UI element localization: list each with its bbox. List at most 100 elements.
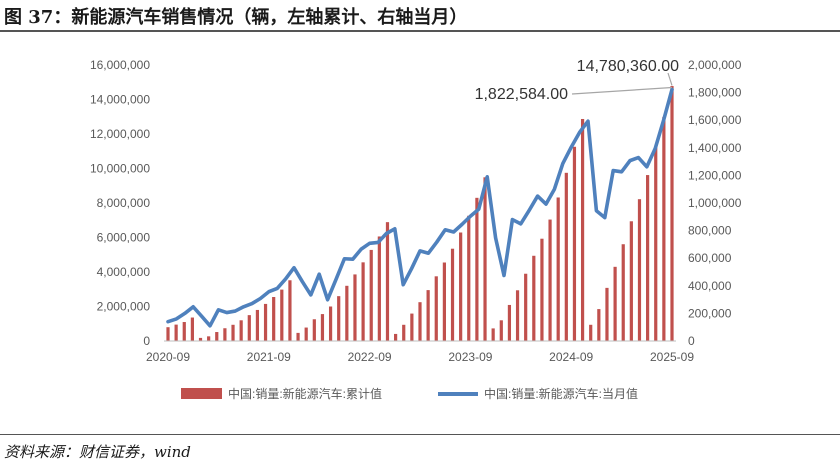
right-axis-ticks: 0 200,000 400,000 600,000 800,000 1,000,000 1,… [688,58,742,348]
x-tick-label: 2021-09 [247,350,291,364]
bar [312,319,316,341]
line-series-monthly [166,87,674,328]
bar [337,296,341,341]
bar [377,236,381,341]
legend-bar-swatch [181,388,222,399]
bar [207,336,211,341]
bar [580,118,585,342]
bar [548,219,552,341]
bar [524,273,528,341]
bar [515,290,520,341]
bar [491,328,495,341]
bar [239,320,243,341]
bar [637,199,642,341]
x-tick-label: 2024-09 [549,350,593,364]
right-tick-label: 1,000,000 [688,196,742,210]
bar [629,221,633,341]
bar [353,274,357,341]
source-rule [0,434,840,435]
bar [499,320,503,341]
x-tick-label: 2022-09 [348,350,392,364]
left-tick-label: 8,000,000 [97,196,151,210]
bar [296,332,300,341]
bar [174,324,178,341]
bar [198,337,203,341]
callout-cumulative-value: 14,780,360.00 [577,58,679,75]
bar [507,304,512,341]
bar [442,262,446,341]
bar [166,327,170,341]
right-tick-label: 2,000,000 [688,58,742,72]
bar-series-cumulative [166,86,674,342]
bar [572,146,577,341]
bar [662,116,666,341]
bar [467,215,471,341]
bar [288,280,292,341]
bar [605,287,609,341]
bar [369,249,373,341]
title-rule [0,30,840,32]
bar [483,177,487,341]
sales-chart: 0 2,000,000 4,000,000 6,000,000 8,000,000 10,… [90,58,742,401]
bar [190,317,194,341]
bar [328,306,333,341]
callout-monthly-value: 1,822,584.00 [475,86,569,103]
legend-line-label: 中国:销量:新能源汽车:当月值 [484,386,638,401]
bar [621,244,625,341]
source-note: 资料来源：财信证券，wind [4,443,191,461]
right-tick-label: 1,800,000 [688,86,742,100]
bar [402,324,406,341]
right-tick-label: 1,400,000 [688,141,742,155]
x-axis-ticks: 2020-09 2021-09 2022-09 2023-09 2024-09 2025-… [146,350,694,364]
bar [272,297,276,341]
bar [475,197,479,341]
bar [670,86,674,341]
right-tick-label: 800,000 [688,224,732,238]
bar [646,175,650,341]
bar [280,289,284,341]
bar [304,327,308,341]
bar [263,303,268,341]
right-tick-label: 0 [688,334,695,348]
bar [654,147,658,341]
right-tick-label: 1,200,000 [688,168,742,182]
bar [385,222,390,341]
bar [589,324,593,341]
legend: 中国:销量:新能源汽车:累计值 中国:销量:新能源汽车:当月值 [181,386,638,401]
left-tick-label: 0 [143,334,150,348]
x-tick-label: 2023-09 [448,350,492,364]
bar [345,285,349,341]
right-tick-label: 200,000 [688,306,732,320]
bar [540,238,544,341]
x-tick-label: 2025-09 [650,350,694,364]
left-tick-label: 12,000,000 [90,127,150,141]
left-tick-label: 10,000,000 [90,162,150,176]
bar [247,315,251,342]
left-tick-label: 6,000,000 [97,231,151,245]
monthly-sales-line [166,87,674,328]
bar [564,172,568,341]
right-tick-label: 600,000 [688,251,732,265]
bar [361,262,365,341]
bar [231,324,235,341]
bar [320,314,325,341]
bar [418,302,422,341]
bar [215,332,219,341]
legend-bar-label: 中国:销量:新能源汽车:累计值 [228,386,382,401]
callout-leader-monthly [571,86,673,95]
x-tick-label: 2020-09 [146,350,190,364]
bar [426,290,430,341]
bar [450,248,455,341]
bar [410,313,414,341]
bar [182,322,186,341]
left-tick-label: 14,000,000 [90,93,150,107]
callout-leader-cumulative [667,72,673,86]
figure-title: 图 37：新能源汽车销售情况（辆，左轴累计、右轴当月） [4,7,468,28]
bar [459,232,463,341]
bar [223,328,227,341]
right-tick-label: 1,600,000 [688,113,742,127]
left-tick-label: 16,000,000 [90,58,150,72]
bar [434,276,438,341]
right-tick-label: 400,000 [688,279,732,293]
left-axis-ticks: 0 2,000,000 4,000,000 6,000,000 8,000,000 10,… [90,58,150,348]
